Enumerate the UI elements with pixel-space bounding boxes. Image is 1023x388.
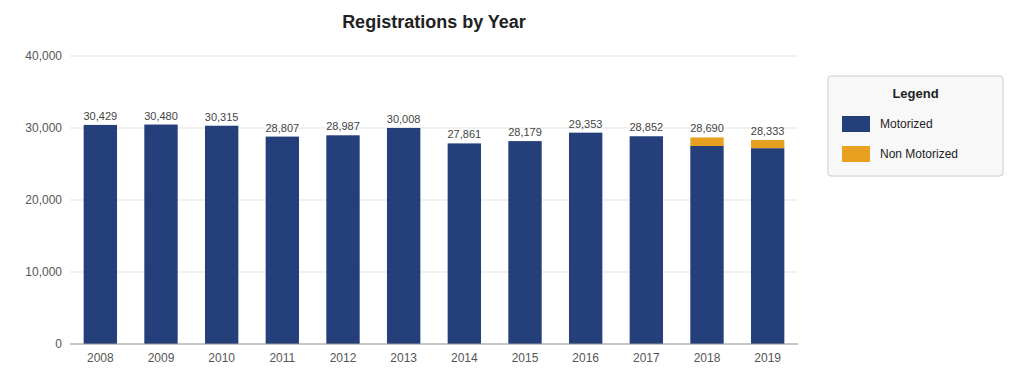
y-axis: 0 10,000 20,000 30,000 40,000 xyxy=(25,49,798,351)
bar xyxy=(144,124,177,125)
x-tick-label: 2015 xyxy=(512,351,539,365)
x-tick-label: 2008 xyxy=(87,351,114,365)
total-label: 28,333 xyxy=(751,125,785,137)
bar xyxy=(751,148,784,344)
bar xyxy=(205,126,238,344)
legend-swatch xyxy=(842,116,870,132)
total-label: 28,807 xyxy=(266,122,300,134)
x-axis-line xyxy=(70,344,798,345)
legend-entry: Motorized xyxy=(880,117,933,131)
total-label: 30,480 xyxy=(144,110,178,122)
grid-line xyxy=(70,128,798,129)
bar xyxy=(508,141,541,344)
bar xyxy=(448,143,481,344)
legend: Legend Motorized Non Motorized xyxy=(828,76,1003,176)
title: Registrations by Year xyxy=(342,12,526,32)
bar xyxy=(448,143,481,144)
x-tick-label: 2014 xyxy=(451,351,478,365)
y-tick-label: 20,000 xyxy=(25,193,62,207)
legend-box xyxy=(828,76,1003,176)
grid-line xyxy=(70,200,798,201)
grid-line xyxy=(70,272,798,273)
y-tick-label: 0 xyxy=(55,337,62,351)
total-label: 28,690 xyxy=(690,122,724,134)
total-label: 29,353 xyxy=(569,118,603,130)
bar xyxy=(326,135,359,344)
x-tick-label: 2009 xyxy=(148,351,175,365)
bar xyxy=(630,136,663,344)
legend-entry: Non Motorized xyxy=(880,147,958,161)
bar xyxy=(84,124,117,125)
chart: Registrations by Year 0 10,000 20,000 30,000… xyxy=(0,0,1023,388)
bar xyxy=(508,141,541,142)
bar xyxy=(690,137,723,146)
total-label: 28,852 xyxy=(630,121,664,133)
x-axis: 2008 2009 2010 2011 2012 2013 2014 2015 2016 2017… xyxy=(87,351,781,365)
total-label: 27,861 xyxy=(448,128,482,140)
x-tick-label: 2019 xyxy=(754,351,781,365)
x-tick-label: 2012 xyxy=(330,351,357,365)
bar xyxy=(569,133,602,344)
x-tick-label: 2016 xyxy=(572,351,599,365)
legend-title: Legend xyxy=(892,86,938,101)
total-label: 30,315 xyxy=(205,111,239,123)
bar xyxy=(326,135,359,136)
x-tick-label: 2010 xyxy=(208,351,235,365)
bar xyxy=(751,140,784,148)
bar xyxy=(630,136,663,137)
y-tick-label: 30,000 xyxy=(25,121,62,135)
bar xyxy=(569,132,602,133)
bars xyxy=(84,125,785,344)
legend-swatch xyxy=(842,146,870,162)
total-label: 28,987 xyxy=(326,120,360,132)
bar xyxy=(205,125,238,126)
bar xyxy=(387,128,420,344)
total-label: 28,179 xyxy=(508,126,542,138)
bar xyxy=(84,125,117,344)
x-tick-label: 2018 xyxy=(694,351,721,365)
bar xyxy=(266,137,299,344)
grid-line xyxy=(70,56,798,57)
y-tick-label: 40,000 xyxy=(25,49,62,63)
bar xyxy=(144,125,177,344)
total-label: 30,008 xyxy=(387,113,421,125)
grid-line xyxy=(70,344,798,345)
y-tick-label: 10,000 xyxy=(25,265,62,279)
x-tick-label: 2017 xyxy=(633,351,660,365)
bar xyxy=(266,136,299,137)
x-tick-label: 2013 xyxy=(390,351,417,365)
total-labels: 30,429 30,480 30,315 28,807 28,987 30,008 27,8… xyxy=(84,110,785,141)
bar xyxy=(387,127,420,128)
bar xyxy=(690,146,723,344)
x-tick-label: 2011 xyxy=(269,351,295,365)
total-label: 30,429 xyxy=(84,110,118,122)
